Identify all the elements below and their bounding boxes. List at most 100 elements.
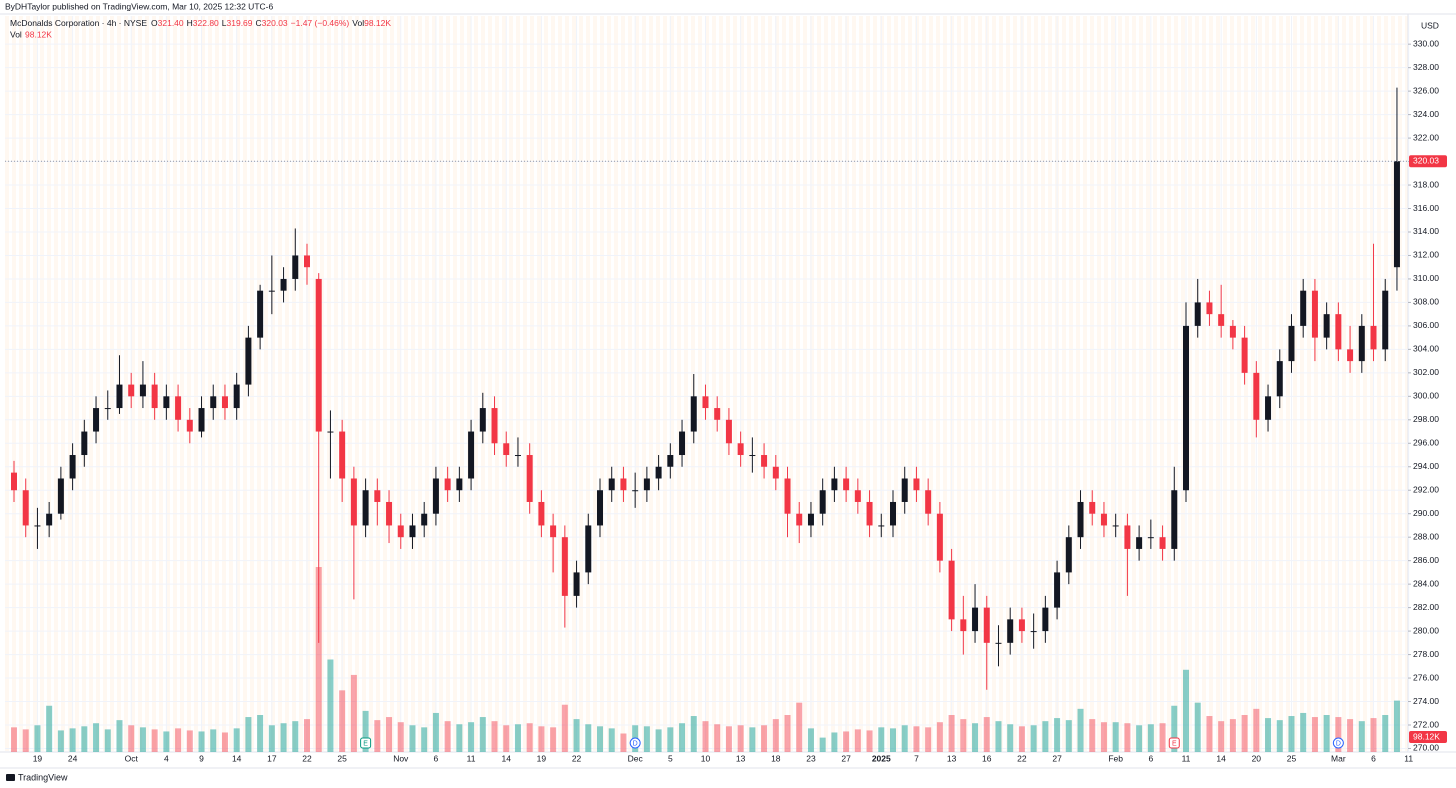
event-label: E — [363, 740, 368, 747]
volume-bar — [339, 690, 346, 752]
volume-bar — [409, 725, 416, 752]
y-tick-label: 288.00 — [1413, 531, 1439, 541]
x-tick-label: 14 — [1216, 753, 1226, 763]
volume-bar — [1159, 723, 1166, 752]
volume-bar — [374, 720, 381, 752]
candle-body — [34, 525, 41, 527]
last-price-label: 320.03 — [1413, 155, 1439, 165]
x-tick-label: 19 — [33, 753, 43, 763]
y-tick-label: 296.00 — [1413, 438, 1439, 448]
x-tick-label: 7 — [914, 753, 919, 763]
volume-bar — [386, 717, 393, 752]
candle-body — [538, 501, 545, 526]
candle-body — [597, 490, 603, 526]
y-tick-label: 272.00 — [1413, 719, 1439, 729]
vol-value: 98.12K — [364, 18, 391, 28]
y-tick-label: 280.00 — [1413, 625, 1439, 635]
ohlc-label: C — [256, 18, 262, 28]
volume-bar — [151, 729, 158, 752]
candle-body — [983, 607, 990, 643]
y-tick-label: 300.00 — [1413, 391, 1439, 401]
candle-body — [221, 396, 228, 409]
symbol: McDonalds Corporation · 4h · NYSE — [10, 18, 147, 28]
attribution: ByDHTaylor published on TradingView.com,… — [5, 1, 273, 11]
candle-body — [93, 408, 100, 432]
event-marker — [1168, 737, 1180, 749]
volume-value-box — [1409, 731, 1447, 743]
x-tick-label: 19 — [537, 753, 547, 763]
x-tick-label: 6 — [434, 753, 439, 763]
volume-bar — [1370, 718, 1377, 752]
x-tick-label: 18 — [771, 753, 781, 763]
x-tick-label: 23 — [806, 753, 816, 763]
y-tick-label: 294.00 — [1413, 461, 1439, 471]
candle-body — [304, 255, 310, 268]
y-tick-label: 316.00 — [1413, 203, 1439, 213]
candle-body — [128, 384, 135, 397]
candle-body — [1370, 325, 1377, 350]
x-tick-label: 24 — [68, 753, 78, 763]
volume-bar — [139, 727, 146, 752]
volume-bar — [221, 732, 228, 752]
y-tick-label: 304.00 — [1413, 344, 1439, 354]
volume-bar — [620, 733, 627, 752]
volume-value-label: 98.12K — [1413, 731, 1440, 741]
candle-body — [890, 501, 896, 526]
y-tick-label: 330.00 — [1413, 38, 1439, 48]
y-tick-label: 322.00 — [1413, 132, 1439, 142]
volume-bar — [1194, 702, 1201, 752]
candle-body — [339, 431, 346, 479]
x-tick-label: 25 — [337, 753, 347, 763]
volume-bar — [819, 737, 826, 752]
grid — [5, 16, 1410, 752]
candle-body — [1382, 290, 1389, 350]
candle-body — [1253, 372, 1260, 420]
volume-bar — [585, 724, 592, 752]
volume-bar — [22, 729, 29, 752]
volume-bar — [1358, 721, 1365, 752]
x-tick-label: 10 — [701, 753, 711, 763]
candle-body — [444, 478, 451, 491]
candle-body — [878, 525, 885, 527]
candle-body — [468, 431, 475, 479]
candle-body — [1112, 525, 1119, 527]
volume-bar — [1054, 718, 1061, 752]
volume-bar — [1042, 721, 1049, 752]
volume-bar — [1112, 722, 1119, 752]
candle-body — [1393, 161, 1400, 268]
candle-body — [514, 455, 521, 457]
candle-body — [1241, 337, 1248, 373]
volume-bar — [34, 725, 41, 752]
volume-bar — [292, 721, 299, 752]
candle-body — [972, 607, 979, 632]
volume-bar — [327, 659, 334, 752]
volume-bar — [749, 727, 756, 752]
volume-bar — [960, 719, 967, 752]
volume-bar — [1276, 720, 1283, 752]
y-tick-label: 270.00 — [1413, 743, 1439, 753]
x-tick-label: Feb — [1108, 753, 1123, 763]
candle-body — [1358, 325, 1365, 362]
volume-bar — [128, 725, 135, 752]
event-label: E — [1172, 740, 1177, 747]
x-tick-label: 11 — [467, 753, 476, 763]
volume-bar — [1241, 715, 1248, 752]
candle-body — [1042, 607, 1049, 632]
volume-legend-label: Vol — [10, 29, 22, 39]
candle-body — [526, 455, 533, 502]
candle-body — [854, 490, 861, 502]
x-tick-label: 4 — [164, 753, 169, 763]
x-tick-label: 14 — [232, 753, 242, 763]
candle-body — [761, 455, 768, 467]
volume-bar — [866, 730, 873, 752]
volume-bar — [1124, 723, 1131, 752]
candle-body — [1300, 290, 1307, 326]
volume-bar — [1018, 726, 1025, 752]
candle-body — [819, 490, 826, 514]
volume-bar — [479, 717, 486, 752]
volume-bar — [1218, 721, 1225, 752]
candle-body — [409, 525, 416, 538]
y-tick-label: 310.00 — [1413, 273, 1439, 283]
volume-bar — [796, 702, 803, 752]
candle-body — [1124, 525, 1131, 549]
